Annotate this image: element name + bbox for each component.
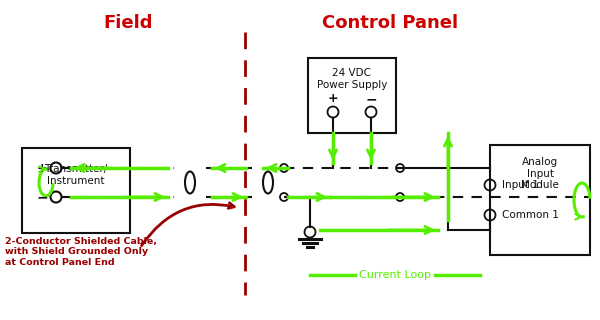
Ellipse shape — [185, 172, 195, 194]
Ellipse shape — [263, 172, 273, 194]
Text: 2-Conductor Shielded Cable,
with Shield Grounded Only
at Control Panel End: 2-Conductor Shielded Cable, with Shield … — [5, 237, 157, 267]
Text: Field: Field — [103, 14, 153, 32]
Bar — [490, 145, 590, 255]
Text: −: − — [36, 190, 48, 204]
Text: Current Loop: Current Loop — [359, 270, 431, 280]
Text: Input 1: Input 1 — [502, 180, 539, 190]
Text: −: − — [365, 92, 377, 106]
Text: +: + — [37, 162, 47, 174]
Text: Common 1: Common 1 — [502, 210, 559, 220]
Text: Transmitter/
Instrument: Transmitter/ Instrument — [44, 164, 107, 186]
Text: Analog
Input
Module: Analog Input Module — [521, 157, 559, 190]
Text: 24 VDC
Power Supply: 24 VDC Power Supply — [317, 68, 387, 90]
Bar — [308, 58, 396, 133]
Text: Control Panel: Control Panel — [322, 14, 458, 32]
Bar — [22, 148, 130, 233]
Text: +: + — [328, 92, 338, 106]
